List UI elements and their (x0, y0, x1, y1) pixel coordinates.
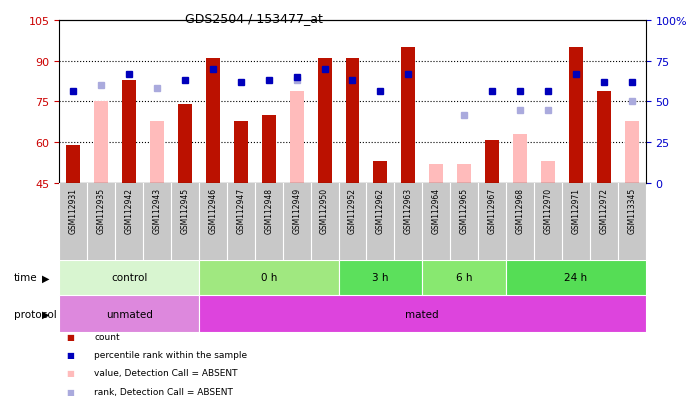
Bar (206, 59, 220, 184)
Bar (234, 121, 248, 184)
Bar (199, 260, 339, 295)
Bar (401, 48, 415, 184)
Text: protocol: protocol (14, 309, 57, 319)
Bar (94, 102, 108, 184)
Text: GSM112965: GSM112965 (460, 188, 468, 234)
Bar (457, 165, 471, 184)
Text: GSM112972: GSM112972 (600, 188, 608, 233)
Text: GSM112948: GSM112948 (265, 188, 273, 233)
Text: ■: ■ (66, 332, 74, 341)
Text: ▶: ▶ (42, 273, 50, 283)
Bar (318, 59, 332, 184)
Text: 24 h: 24 h (564, 273, 588, 283)
Bar (422, 260, 506, 295)
Text: count: count (94, 332, 120, 341)
Text: control: control (111, 273, 147, 283)
Text: ■: ■ (66, 387, 74, 396)
Text: GSM112968: GSM112968 (516, 188, 524, 233)
Text: mated: mated (406, 309, 439, 319)
Bar (150, 121, 164, 184)
Text: GSM112943: GSM112943 (153, 188, 161, 234)
Text: GSM112949: GSM112949 (292, 188, 301, 234)
Text: GSM112962: GSM112962 (376, 188, 385, 233)
Text: GSM112931: GSM112931 (69, 188, 77, 233)
Bar (485, 140, 499, 184)
Bar (597, 91, 611, 184)
Bar (290, 91, 304, 184)
Text: unmated: unmated (105, 309, 153, 319)
Text: GSM112950: GSM112950 (320, 188, 329, 234)
Bar (178, 105, 192, 184)
Text: 6 h: 6 h (456, 273, 473, 283)
Text: GSM112947: GSM112947 (237, 188, 245, 234)
Text: ▶: ▶ (42, 309, 50, 319)
Bar (199, 295, 646, 332)
Text: GSM112952: GSM112952 (348, 188, 357, 233)
Text: GSM112967: GSM112967 (488, 188, 496, 234)
Text: 3 h: 3 h (372, 273, 389, 283)
Text: GSM112946: GSM112946 (209, 188, 217, 234)
Bar (66, 146, 80, 184)
Bar (262, 116, 276, 184)
Bar (339, 260, 422, 295)
Text: ■: ■ (66, 368, 74, 377)
Bar (346, 59, 359, 184)
Text: time: time (14, 273, 38, 283)
Bar (59, 260, 199, 295)
Text: ■: ■ (66, 350, 74, 359)
Text: value, Detection Call = ABSENT: value, Detection Call = ABSENT (94, 368, 238, 377)
Text: 0 h: 0 h (260, 273, 277, 283)
Text: rank, Detection Call = ABSENT: rank, Detection Call = ABSENT (94, 387, 233, 396)
Text: GSM112964: GSM112964 (432, 188, 440, 234)
Bar (59, 295, 199, 332)
Text: GSM112942: GSM112942 (125, 188, 133, 233)
Text: GSM112970: GSM112970 (544, 188, 552, 234)
Text: GSM112963: GSM112963 (404, 188, 413, 234)
Bar (625, 121, 639, 184)
Bar (373, 162, 387, 184)
Text: percentile rank within the sample: percentile rank within the sample (94, 350, 247, 359)
Bar (122, 81, 136, 184)
Text: GSM112935: GSM112935 (97, 188, 105, 234)
Bar (429, 165, 443, 184)
Bar (513, 135, 527, 184)
Text: GDS2504 / 153477_at: GDS2504 / 153477_at (185, 12, 323, 25)
Bar (541, 162, 555, 184)
Bar (506, 260, 646, 295)
Text: GSM113345: GSM113345 (628, 188, 636, 234)
Text: GSM112971: GSM112971 (572, 188, 580, 233)
Bar (569, 48, 583, 184)
Text: GSM112945: GSM112945 (181, 188, 189, 234)
